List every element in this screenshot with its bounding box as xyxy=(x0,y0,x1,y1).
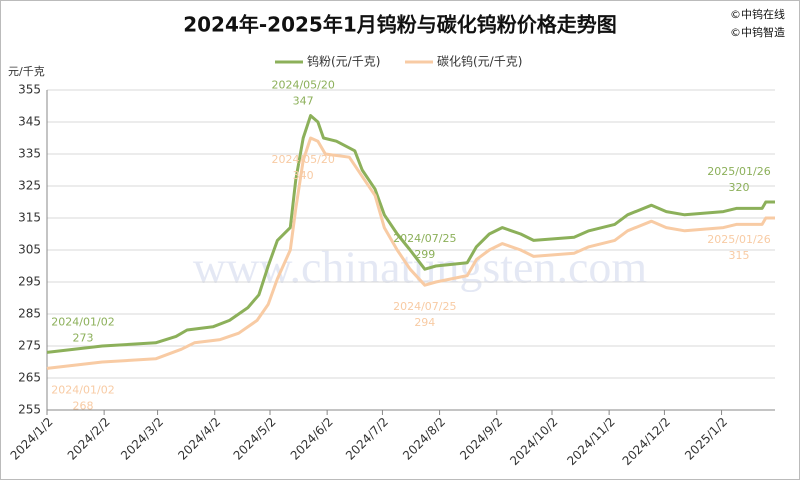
annotation-value: 268 xyxy=(73,399,94,412)
y-tick-label: 345 xyxy=(18,115,41,129)
annotation-value: 315 xyxy=(729,249,750,262)
y-tick-label: 285 xyxy=(18,307,41,321)
legend-label: 碳化钨(元/千克) xyxy=(437,54,522,69)
y-tick-label: 275 xyxy=(18,339,41,353)
y-tick-label: 315 xyxy=(18,211,41,225)
annotation-value: 273 xyxy=(73,331,94,344)
y-tick-label: 325 xyxy=(18,179,41,193)
y-axis-label: 元/千克 xyxy=(8,65,45,78)
legend-label: 钨粉(元/千克) xyxy=(307,54,380,69)
annotation-value: 294 xyxy=(414,316,435,329)
credit: ©中钨在线 xyxy=(730,7,785,21)
chart-title: 2024年-2025年1月钨粉与碳化钨粉价格走势图 xyxy=(183,13,617,37)
annotation-date: 2024/01/02 xyxy=(51,383,114,396)
annotation-date: 2024/07/25 xyxy=(393,300,456,313)
annotation-date: 2024/05/20 xyxy=(271,153,334,166)
annotation-value: 347 xyxy=(293,95,314,108)
annotation-date: 2024/05/20 xyxy=(271,79,334,92)
series-line xyxy=(46,114,775,354)
series-line xyxy=(46,136,775,370)
annotation-value: 320 xyxy=(729,181,750,194)
y-tick-label: 335 xyxy=(18,147,41,161)
annotation-date: 2025/01/26 xyxy=(707,165,770,178)
credit: ©中钨智造 xyxy=(730,25,785,39)
annotation-value: 340 xyxy=(293,169,314,182)
annotation-date: 2024/01/02 xyxy=(51,315,114,328)
y-tick-label: 255 xyxy=(18,403,41,417)
y-tick-label: 265 xyxy=(18,371,41,385)
y-tick-label: 295 xyxy=(18,275,41,289)
y-tick-label: 305 xyxy=(18,243,41,257)
annotation-date: 2024/07/25 xyxy=(393,232,456,245)
annotation-value: 299 xyxy=(414,248,435,261)
annotation-date: 2025/01/26 xyxy=(707,233,770,246)
y-tick-label: 355 xyxy=(18,83,41,97)
